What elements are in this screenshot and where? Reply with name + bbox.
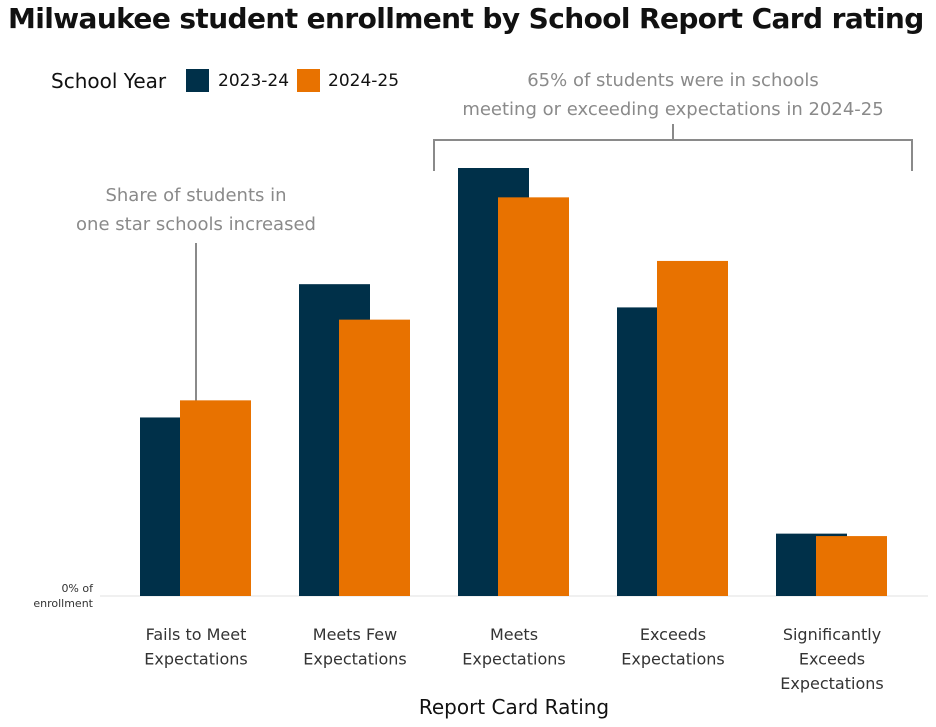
x-tick-label: Expectations [303, 650, 406, 669]
x-axis-label: Report Card Rating [419, 695, 609, 719]
x-tick-labels: Fails to Meet Expectations Meets Few Expect… [144, 625, 883, 693]
zero-label: 0% of [61, 582, 94, 595]
annotation-line: Share of students in [105, 185, 286, 206]
x-tick-label: Exceeds [640, 625, 706, 644]
bar-2024-25 [339, 319, 410, 596]
legend-swatch-2023-24 [186, 69, 209, 92]
x-tick-label: Expectations [780, 674, 883, 693]
annotation-line: one star schools increased [76, 214, 316, 235]
x-tick-label: Exceeds [799, 650, 865, 669]
legend-title: School Year [51, 69, 167, 93]
legend-label-2024-25: 2024-25 [328, 71, 399, 91]
annotation-line: meeting or exceeding expectations in 202… [462, 99, 883, 120]
x-tick-label: Fails to Meet [146, 625, 247, 644]
legend-label-2023-24: 2023-24 [218, 71, 289, 91]
legend-swatch-2024-25 [297, 69, 320, 92]
bar-2024-25 [180, 400, 251, 596]
zero-label: enrollment [33, 597, 93, 610]
x-tick-label: Meets Few [313, 625, 397, 644]
legend: School Year 2023-24 2024-25 [51, 69, 399, 93]
bracket [433, 124, 913, 171]
x-tick-label: Meets [490, 625, 538, 644]
bars [140, 168, 887, 596]
bar-2024-25 [816, 536, 887, 596]
chart-title: Milwaukee student enrollment by School R… [8, 2, 924, 35]
x-tick-label: Expectations [144, 650, 247, 669]
x-tick-label: Expectations [462, 650, 565, 669]
bar-2024-25 [498, 197, 569, 596]
annotation-one-star: Share of students in one star schools in… [76, 185, 316, 413]
annotation-line: 65% of students were in schools [527, 70, 819, 91]
x-tick-label: Expectations [621, 650, 724, 669]
bar-2024-25 [657, 260, 728, 596]
annotation-meeting-exceeding: 65% of students were in schools meeting … [433, 70, 913, 171]
x-tick-label: Significantly [783, 625, 881, 644]
